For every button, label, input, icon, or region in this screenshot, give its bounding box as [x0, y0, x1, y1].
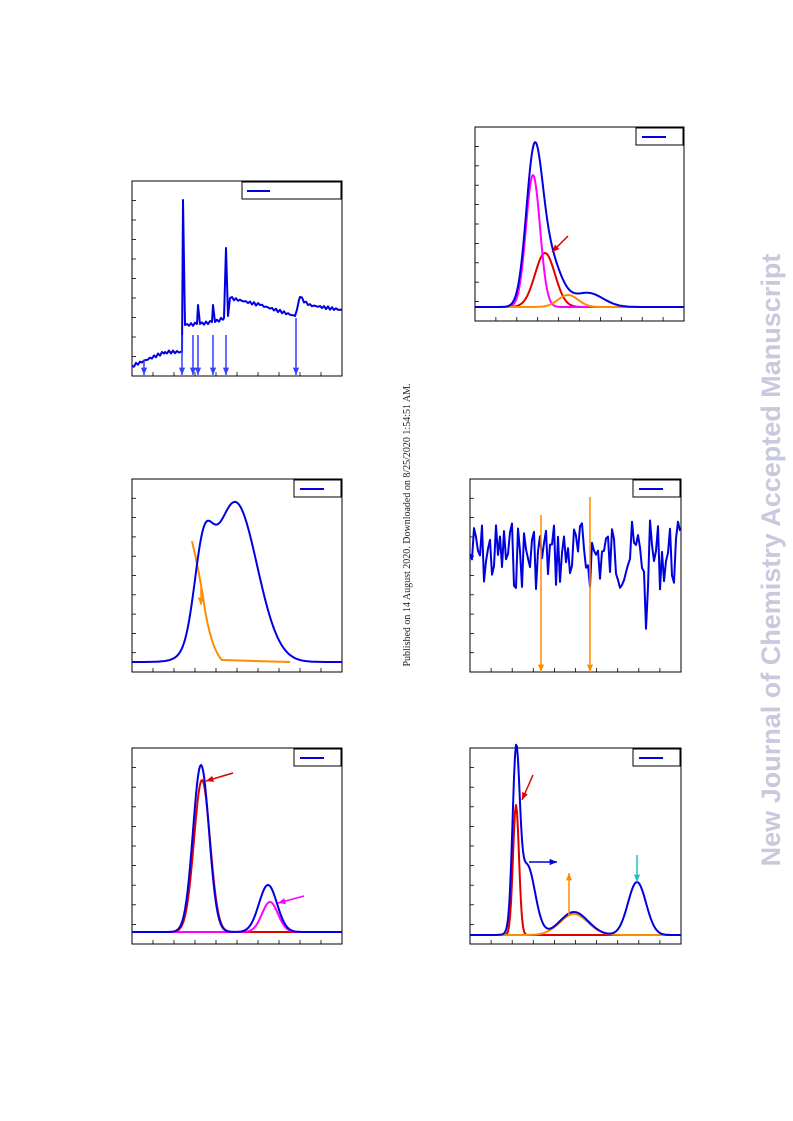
plot-frame — [469, 478, 682, 673]
fit-peak — [191, 540, 291, 663]
side-note: Published on 14 August 2020. Downloaded … — [402, 383, 413, 666]
fit-peak — [475, 294, 684, 308]
arrow-head — [194, 367, 202, 375]
arrow-head — [140, 367, 148, 375]
arrow-head — [537, 664, 545, 672]
arrow-head — [633, 874, 641, 882]
fit-peak — [132, 901, 342, 933]
arrow-head — [209, 367, 217, 375]
arrow-head — [278, 898, 286, 905]
arrow-head — [522, 792, 528, 800]
envelope — [132, 764, 342, 933]
arrow-head — [206, 775, 214, 782]
arrow-head — [189, 367, 197, 375]
envelope — [132, 500, 342, 663]
legend-box — [635, 127, 684, 146]
legend-box — [632, 479, 681, 498]
legend-box — [293, 748, 342, 767]
arrow-head — [292, 367, 300, 375]
fit-peak — [132, 779, 342, 933]
arrow-head — [222, 367, 230, 375]
line-trace — [131, 199, 343, 368]
legend-box — [241, 181, 342, 200]
legend-box — [632, 748, 681, 767]
plot-frame — [131, 478, 343, 673]
legend-box — [293, 479, 342, 498]
arrow-head — [586, 664, 594, 672]
arrow-head — [565, 873, 573, 881]
plot-frame — [474, 126, 685, 322]
fit-peak — [470, 913, 681, 936]
arrow-head — [197, 597, 205, 605]
envelope — [475, 141, 684, 308]
fit-peak — [475, 174, 684, 308]
noise-trace — [469, 519, 681, 630]
fit-peak — [475, 252, 684, 308]
plot-frame — [131, 747, 343, 945]
watermark: New Journal of Chemistry Accepted Manusc… — [756, 254, 786, 867]
arrow-head — [552, 244, 560, 252]
arrow-head — [549, 858, 557, 866]
plot-frame — [131, 180, 343, 377]
arrow-head — [178, 367, 186, 375]
envelope — [470, 743, 681, 936]
